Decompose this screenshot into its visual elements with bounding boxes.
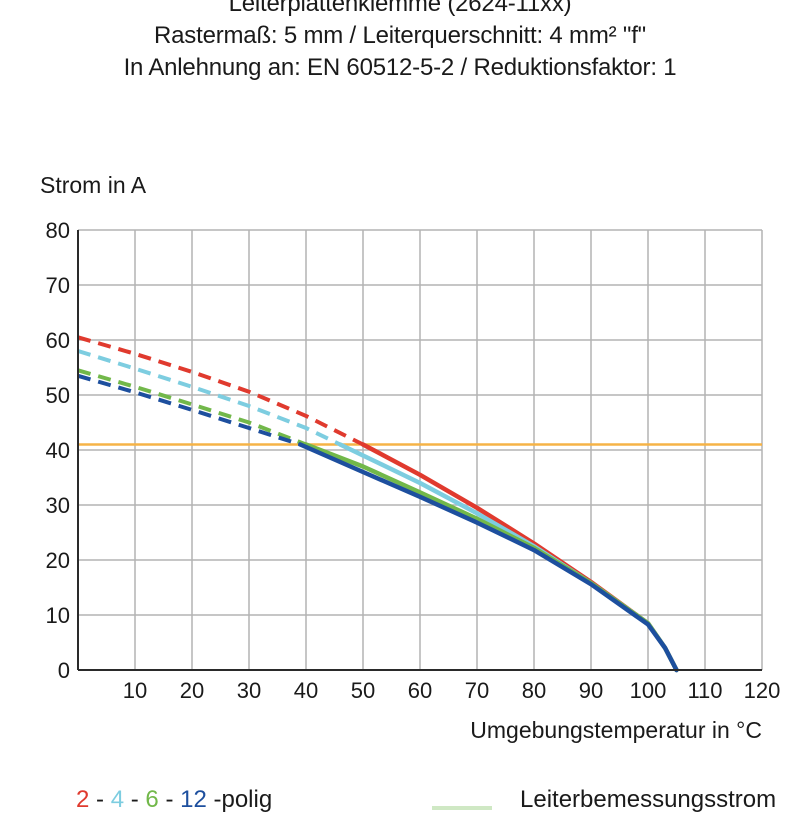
x-tick-label: 50 bbox=[351, 678, 375, 703]
y-axis-label: Strom in A bbox=[40, 172, 147, 198]
x-axis-label: Umgebungstemperatur in °C bbox=[470, 717, 762, 743]
y-tick-label: 0 bbox=[58, 658, 70, 683]
tick-labels: 0 10 20 30 40 50 60 70 80 10 20 30 40 50 60 70 80 90 100 11… bbox=[46, 218, 781, 703]
series-group bbox=[77, 335, 679, 673]
chart-axes bbox=[77, 230, 762, 671]
title-line-1: Leiterplattenklemme (2624-11xx) bbox=[228, 0, 572, 17]
y-tick-label: 80 bbox=[46, 218, 70, 243]
title-line-2: Rastermaß: 5 mm / Leiterquerschnitt: 4 m… bbox=[154, 22, 646, 49]
y-tick-label: 50 bbox=[46, 383, 70, 408]
x-tick-label: 10 bbox=[123, 678, 147, 703]
y-tick-label: 10 bbox=[46, 603, 70, 628]
chart-title-block: Leiterplattenklemme (2624-11xx) Rasterma… bbox=[0, 0, 800, 84]
x-tick-label: 60 bbox=[408, 678, 432, 703]
y-tick-label: 40 bbox=[46, 438, 70, 463]
y-tick-label: 20 bbox=[46, 548, 70, 573]
x-tick-label: 80 bbox=[522, 678, 546, 703]
title-line-3: In Anlehnung an: EN 60512-5-2 / Reduktio… bbox=[123, 54, 677, 81]
series-6-solid-line bbox=[303, 442, 679, 673]
chart-grid bbox=[78, 229, 763, 671]
series-2-dashed-line bbox=[77, 335, 364, 447]
derating-chart: 0 10 20 30 40 50 60 70 80 10 20 30 40 50 60 70 80 90 100 11… bbox=[40, 172, 781, 743]
x-tick-label: 40 bbox=[294, 678, 318, 703]
y-tick-label: 70 bbox=[46, 273, 70, 298]
x-tick-label: 110 bbox=[687, 678, 722, 703]
series-4-dashed-line bbox=[77, 349, 342, 447]
legend-pole-counts: 2 - 4 - 6 - 12 -polig bbox=[76, 786, 272, 814]
series-12-dashed-line bbox=[77, 373, 301, 447]
x-tick-label: 70 bbox=[465, 678, 489, 703]
x-tick-label: 120 bbox=[744, 678, 781, 703]
legend-rated-label: Leiterbemessungsstrom bbox=[520, 786, 777, 813]
x-tick-label: 30 bbox=[237, 678, 261, 703]
x-tick-label: 90 bbox=[579, 678, 603, 703]
series-12-solid-line bbox=[298, 442, 679, 673]
legend: 2 - 4 - 6 - 12 -polig Leiterbemessungsst… bbox=[0, 786, 800, 826]
y-tick-label: 30 bbox=[46, 493, 70, 518]
y-tick-label: 60 bbox=[46, 328, 70, 353]
legend-rated-swatch bbox=[432, 806, 492, 810]
x-tick-label: 100 bbox=[630, 678, 667, 703]
series-6-dashed-line bbox=[77, 368, 307, 447]
x-tick-label: 20 bbox=[180, 678, 204, 703]
